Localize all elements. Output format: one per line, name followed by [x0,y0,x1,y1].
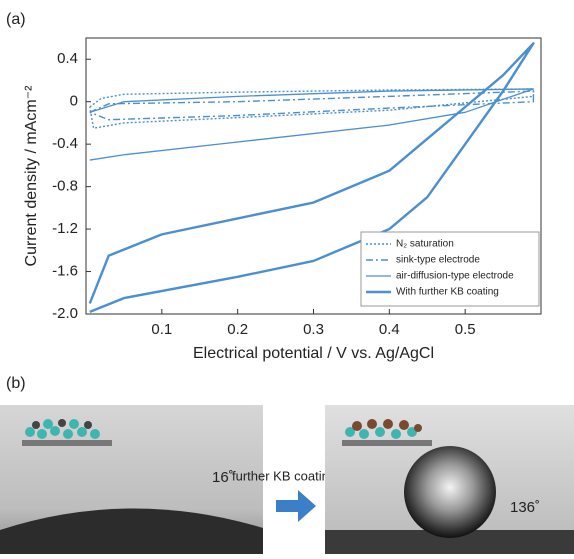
x-tick-label: 0.4 [379,321,400,338]
y-tick-label: -0.8 [52,178,78,195]
x-tick-label: 0.1 [151,321,172,338]
y-tick-label: -0.4 [52,135,78,152]
x-tick-label: 0.2 [227,321,248,338]
y-axis-label: Current density / mAcm⁻² [23,85,40,267]
photo-right: 136˚ [325,405,574,554]
contact-angle: 16˚ [212,469,234,486]
contact-angle: 136˚ [510,499,540,516]
legend-label: N₂ saturation [396,239,454,250]
x-tick-label: 0.3 [303,321,324,338]
panel-label: (b) [6,375,26,392]
legend-label: With further KB coating [396,287,499,298]
legend-label: air-diffusion-type electrode [396,271,514,282]
y-tick-label: 0.4 [57,50,78,67]
figure: (a) 0.40-0.4-0.8-1.2-1.6-2.00.10.20.30.4… [0,0,574,554]
y-tick-label: -1.2 [52,220,78,237]
y-tick-label: -1.6 [52,263,78,280]
legend-label: sink-type electrode [396,255,480,266]
arrow [276,490,316,522]
panel-label: (a) [6,11,26,28]
series-line [90,89,534,160]
arrow-label: further KB coating [232,468,336,483]
x-axis-label: Electrical potential / V vs. Ag/AgCl [193,345,434,362]
x-tick-label: 0.5 [455,321,476,338]
series-line [90,89,534,128]
y-tick-label: -2.0 [52,305,78,322]
chart: 0.4 0 -0.4 -0.8 -1.2 -1.6 -2.0 0.1 0.2 0.3 0.4 0.5 E… [23,38,541,362]
photo-left: 16˚ [0,405,263,554]
y-tick-label: 0 [70,93,78,110]
